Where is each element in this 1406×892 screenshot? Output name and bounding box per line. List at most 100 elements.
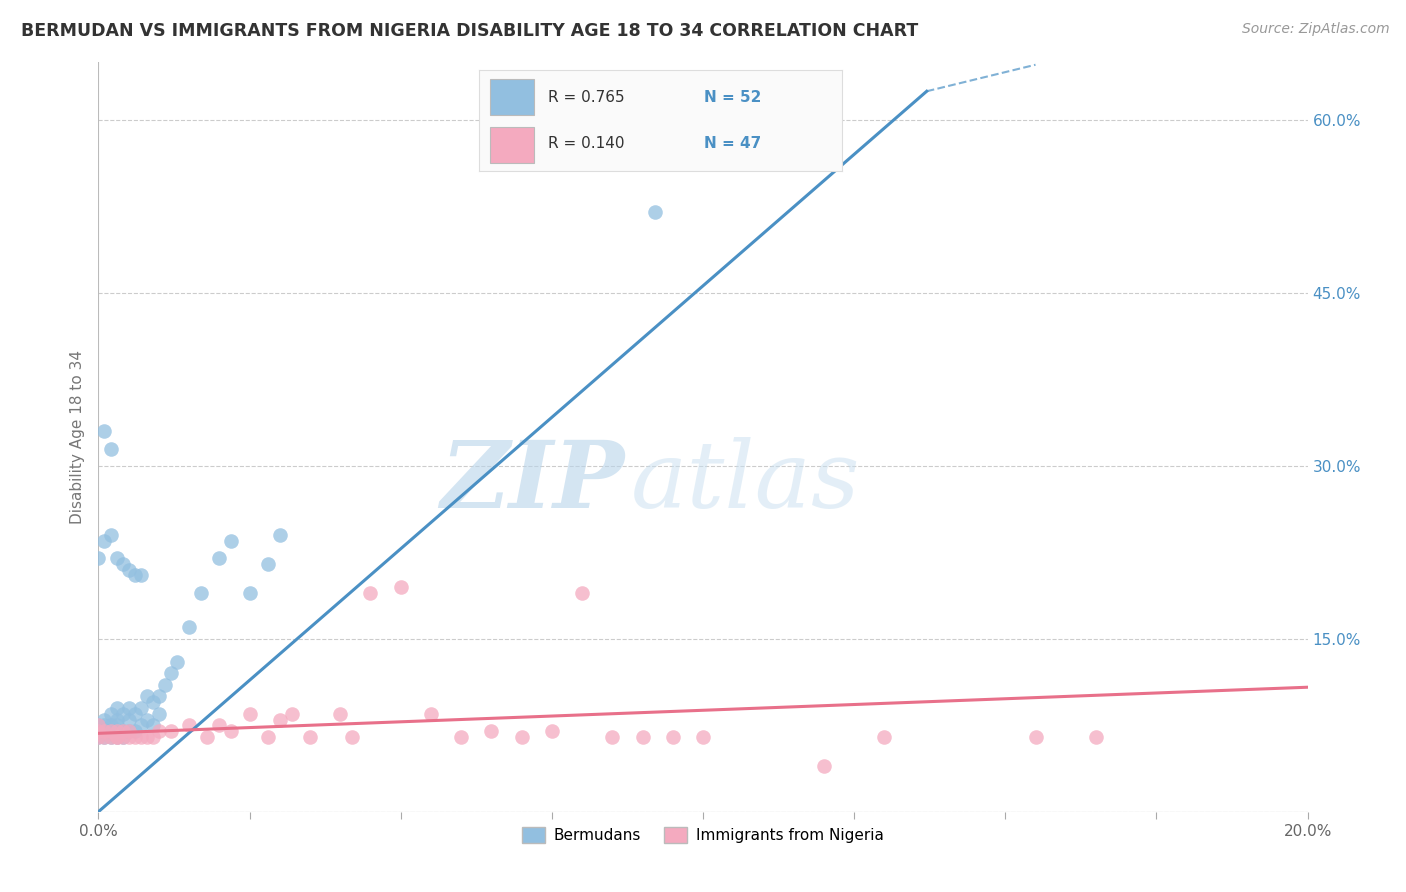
Point bbox=[1085, 730, 1108, 744]
Point bbox=[93, 724, 115, 739]
Point bbox=[661, 730, 683, 744]
Point bbox=[269, 528, 291, 542]
Point bbox=[118, 724, 141, 739]
Point bbox=[111, 706, 134, 721]
Point bbox=[420, 706, 443, 721]
Point bbox=[190, 585, 212, 599]
Point bbox=[142, 718, 165, 732]
Point bbox=[239, 585, 262, 599]
Point bbox=[93, 533, 115, 548]
Point bbox=[105, 713, 128, 727]
Point bbox=[142, 730, 165, 744]
Point bbox=[148, 724, 170, 739]
Point bbox=[813, 758, 835, 772]
Point bbox=[129, 701, 152, 715]
Point bbox=[281, 706, 304, 721]
Point bbox=[93, 718, 115, 732]
Point bbox=[208, 551, 231, 566]
Point bbox=[105, 730, 128, 744]
Point bbox=[329, 706, 352, 721]
Point bbox=[93, 724, 115, 739]
Point bbox=[153, 678, 176, 692]
Point bbox=[179, 620, 201, 634]
Point bbox=[118, 713, 141, 727]
Point bbox=[87, 730, 110, 744]
Point bbox=[221, 724, 243, 739]
Point bbox=[135, 690, 157, 704]
Point bbox=[93, 730, 115, 744]
Point bbox=[100, 718, 122, 732]
Point bbox=[93, 713, 115, 727]
Y-axis label: Disability Age 18 to 34: Disability Age 18 to 34 bbox=[70, 350, 86, 524]
Point bbox=[100, 730, 122, 744]
Point bbox=[105, 718, 128, 732]
Point bbox=[195, 730, 218, 744]
Point bbox=[87, 724, 110, 739]
Point bbox=[299, 730, 322, 744]
Point bbox=[148, 706, 170, 721]
Point bbox=[118, 730, 141, 744]
Point bbox=[160, 724, 183, 739]
Point bbox=[135, 730, 157, 744]
Point bbox=[221, 533, 243, 548]
Point bbox=[256, 730, 278, 744]
Point bbox=[450, 730, 472, 744]
Text: Source: ZipAtlas.com: Source: ZipAtlas.com bbox=[1241, 22, 1389, 37]
Point bbox=[105, 551, 128, 566]
Point bbox=[87, 724, 110, 739]
Point bbox=[105, 730, 128, 744]
Point bbox=[160, 666, 183, 681]
Point bbox=[342, 730, 364, 744]
Point bbox=[631, 730, 654, 744]
Point bbox=[100, 730, 122, 744]
Point bbox=[100, 706, 122, 721]
Point bbox=[129, 730, 152, 744]
Legend: Bermudans, Immigrants from Nigeria: Bermudans, Immigrants from Nigeria bbox=[516, 821, 890, 849]
Point bbox=[100, 528, 122, 542]
Point bbox=[87, 718, 110, 732]
Point bbox=[142, 695, 165, 709]
Point bbox=[166, 655, 188, 669]
Point bbox=[644, 205, 666, 219]
Point bbox=[481, 724, 503, 739]
Point bbox=[93, 730, 115, 744]
Point bbox=[389, 580, 412, 594]
Point bbox=[873, 730, 896, 744]
Point bbox=[105, 730, 128, 744]
Point bbox=[571, 585, 593, 599]
Text: BERMUDAN VS IMMIGRANTS FROM NIGERIA DISABILITY AGE 18 TO 34 CORRELATION CHART: BERMUDAN VS IMMIGRANTS FROM NIGERIA DISA… bbox=[21, 22, 918, 40]
Text: ZIP: ZIP bbox=[440, 437, 624, 527]
Point bbox=[124, 730, 146, 744]
Text: atlas: atlas bbox=[630, 437, 860, 527]
Point bbox=[148, 690, 170, 704]
Point bbox=[1024, 730, 1046, 744]
Point bbox=[100, 724, 122, 739]
Point bbox=[87, 730, 110, 744]
Point bbox=[105, 724, 128, 739]
Point bbox=[111, 724, 134, 739]
Point bbox=[129, 568, 152, 582]
Point bbox=[111, 730, 134, 744]
Point bbox=[100, 442, 122, 456]
Point bbox=[510, 730, 533, 744]
Point bbox=[111, 557, 134, 571]
Point bbox=[105, 701, 128, 715]
Point bbox=[118, 701, 141, 715]
Point bbox=[87, 718, 110, 732]
Point bbox=[124, 706, 146, 721]
Point bbox=[124, 568, 146, 582]
Point bbox=[135, 713, 157, 727]
Point bbox=[208, 718, 231, 732]
Point bbox=[179, 718, 201, 732]
Point bbox=[602, 730, 624, 744]
Point bbox=[540, 724, 562, 739]
Point bbox=[87, 551, 110, 566]
Point bbox=[124, 724, 146, 739]
Point bbox=[111, 724, 134, 739]
Point bbox=[239, 706, 262, 721]
Point bbox=[269, 713, 291, 727]
Point bbox=[129, 718, 152, 732]
Point bbox=[256, 557, 278, 571]
Point bbox=[118, 563, 141, 577]
Point bbox=[100, 724, 122, 739]
